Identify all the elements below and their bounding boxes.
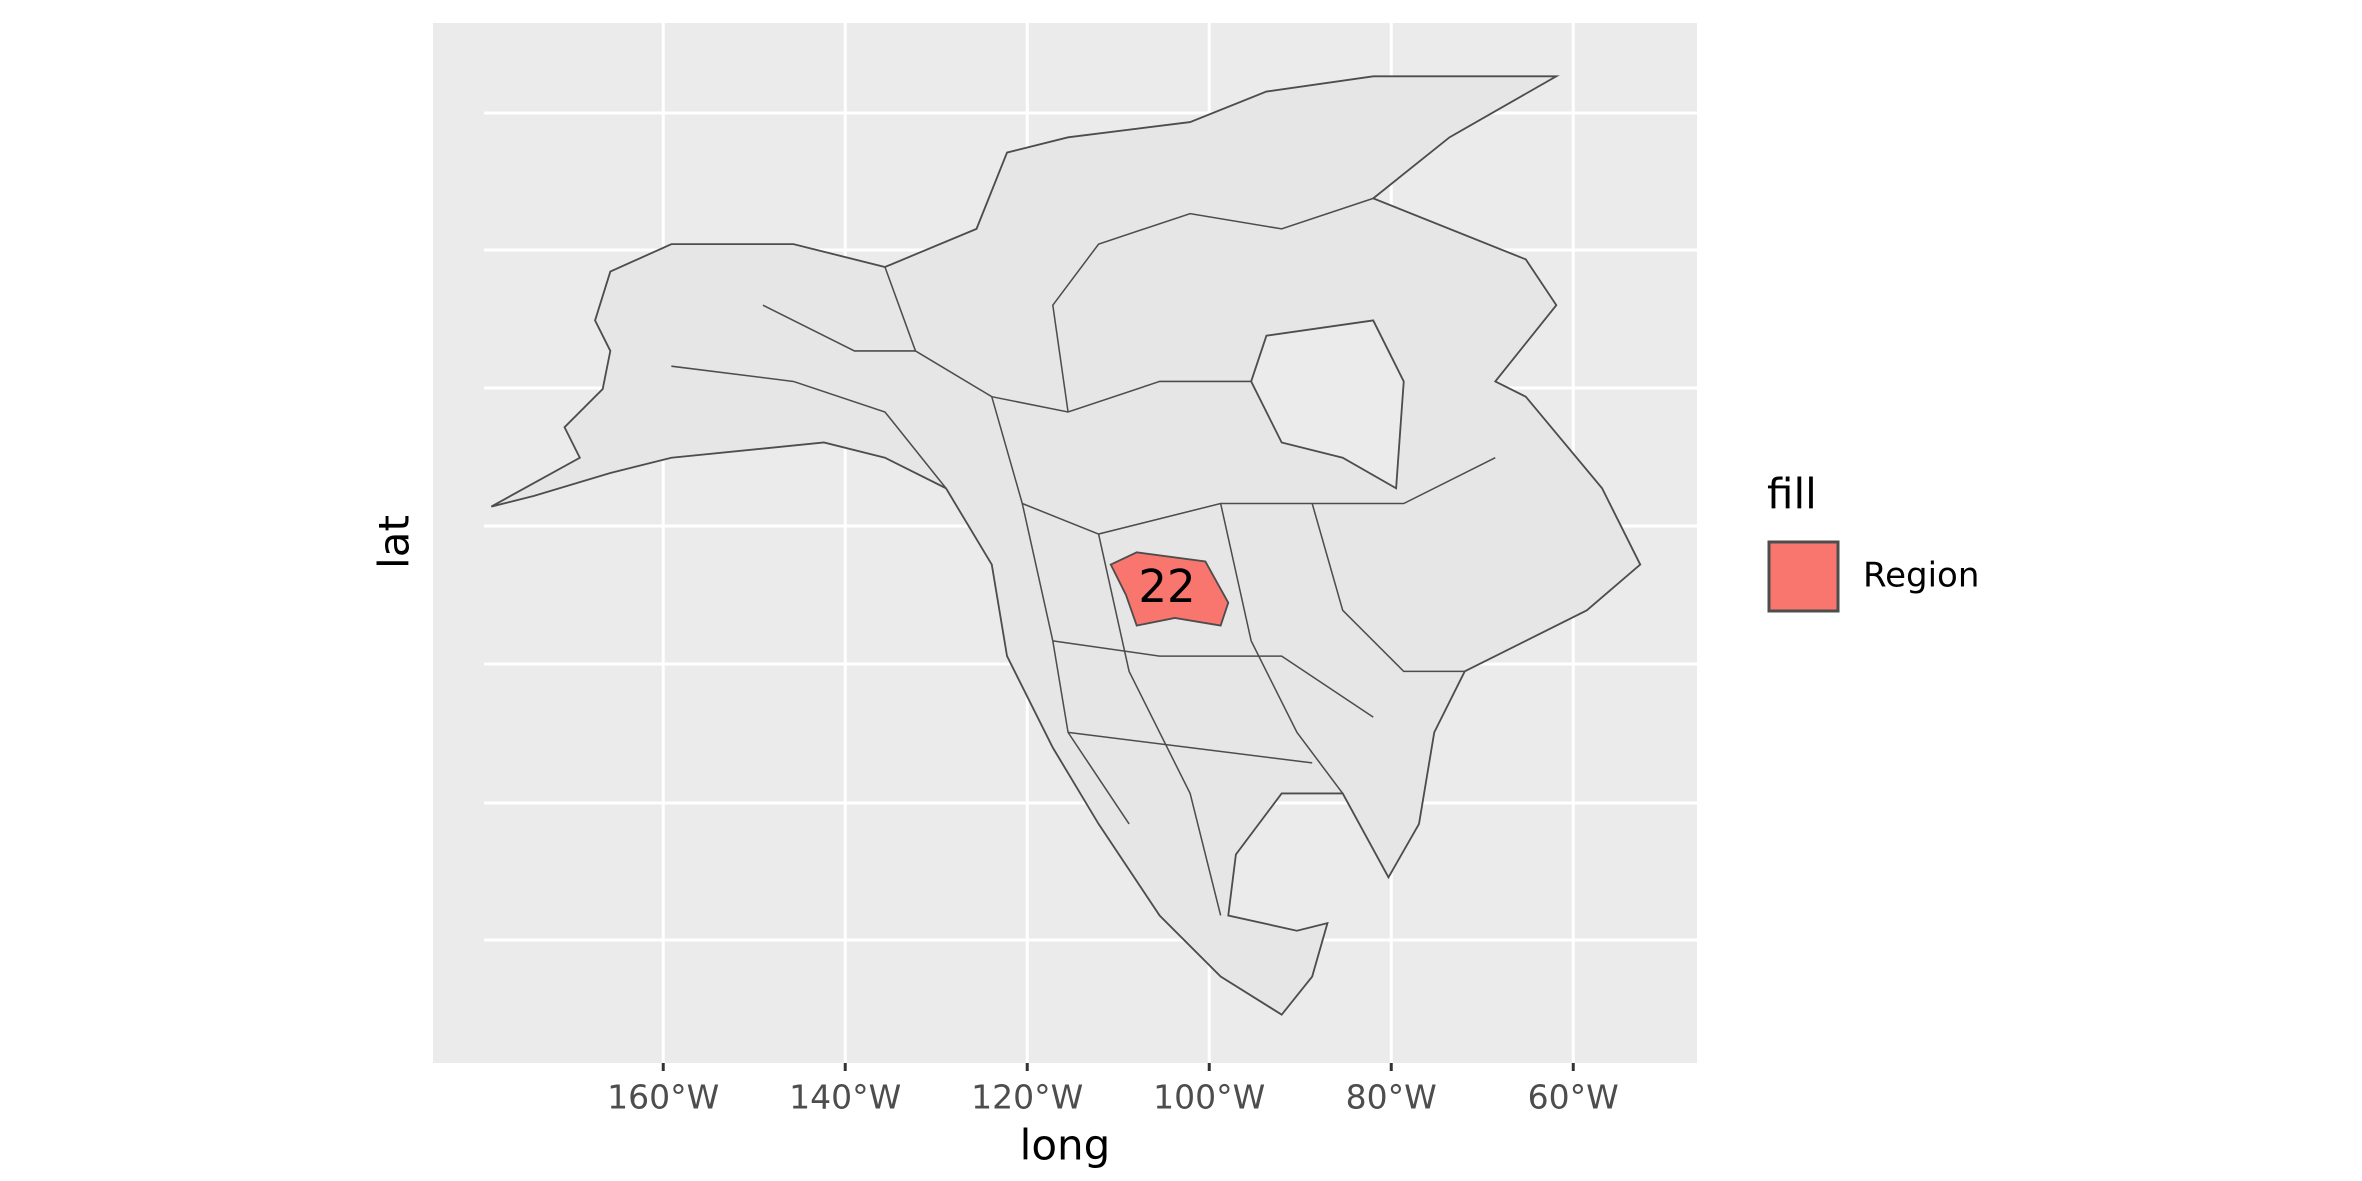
x-tick-label: 60°W — [1528, 1078, 1619, 1117]
ecoregion-borders — [671, 197, 1496, 916]
x-tick-label: 80°W — [1346, 1078, 1437, 1117]
x-axis: 160°W 140°W 120°W 100°W 80°W 60°W — [607, 1063, 1619, 1117]
map — [490, 75, 1642, 1016]
legend-label: Region — [1863, 556, 1979, 596]
y-axis-title: lat — [370, 515, 419, 569]
land — [490, 75, 1642, 1016]
region-label: 22 — [1138, 560, 1195, 613]
x-tick-label: 120°W — [971, 1078, 1083, 1117]
highlighted-region — [1109, 551, 1230, 627]
legend-title: fill — [1767, 470, 1817, 519]
hudson-bay — [1250, 319, 1405, 490]
x-tick-label: 100°W — [1153, 1078, 1265, 1117]
x-tick-label: 140°W — [789, 1078, 901, 1117]
x-axis-title: long — [1020, 1121, 1111, 1170]
x-tick-label: 160°W — [607, 1078, 719, 1117]
legend-key — [1767, 540, 1840, 613]
